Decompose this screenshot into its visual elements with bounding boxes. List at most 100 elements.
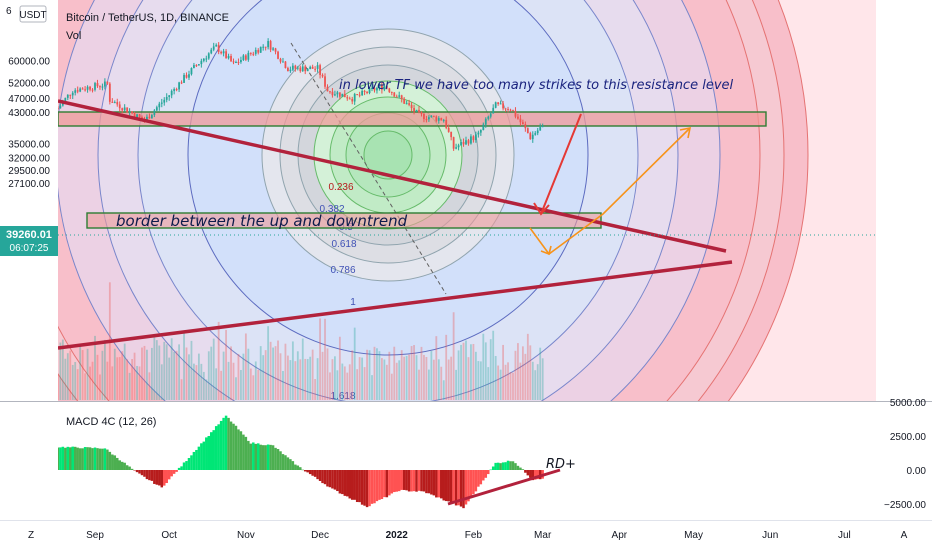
candle-body[interactable] (415, 109, 418, 112)
candle-body[interactable] (425, 119, 428, 121)
macd-bar[interactable] (467, 470, 470, 502)
candle-body[interactable] (282, 61, 284, 63)
candle-body[interactable] (324, 76, 326, 87)
macd-bar[interactable] (383, 470, 386, 498)
macd-bar[interactable] (247, 440, 250, 470)
candle-body[interactable] (274, 48, 277, 52)
candle-body[interactable] (319, 65, 321, 75)
candle-body[interactable] (235, 62, 237, 64)
macd-bar[interactable] (190, 455, 193, 470)
macd-bar[interactable] (254, 443, 258, 470)
candle-body[interactable] (413, 108, 415, 112)
candle-body[interactable] (361, 90, 364, 96)
candle-body[interactable] (366, 91, 368, 93)
macd-bar[interactable] (306, 470, 309, 473)
macd-bar[interactable] (360, 470, 364, 505)
macd-bar[interactable] (61, 446, 65, 470)
macd-bar[interactable] (172, 470, 176, 474)
macd-bar[interactable] (336, 470, 339, 492)
macd-bar[interactable] (165, 470, 168, 484)
candle-body[interactable] (126, 107, 129, 113)
macd-bar[interactable] (472, 470, 475, 495)
candle-body[interactable] (244, 55, 247, 60)
projection-path[interactable] (529, 127, 691, 256)
macd-bar[interactable] (331, 470, 334, 489)
candle-body[interactable] (398, 95, 401, 97)
candle-body[interactable] (195, 65, 198, 67)
macd-bar[interactable] (130, 468, 134, 470)
macd-bar[interactable] (442, 470, 445, 501)
candle-body[interactable] (89, 86, 91, 90)
macd-bar[interactable] (101, 448, 104, 470)
candle-body[interactable] (517, 116, 519, 119)
macd-bar[interactable] (501, 462, 505, 470)
macd-bar[interactable] (237, 429, 240, 470)
macd-bar[interactable] (78, 448, 82, 470)
candle-body[interactable] (512, 110, 514, 112)
candle-body[interactable] (259, 46, 262, 53)
candle-body[interactable] (447, 127, 450, 132)
macd-bar[interactable] (138, 470, 141, 474)
candle-body[interactable] (262, 46, 265, 48)
macd-bar[interactable] (96, 448, 99, 470)
candle-body[interactable] (521, 122, 524, 125)
candle-body[interactable] (363, 90, 366, 92)
macd-bar[interactable] (259, 444, 262, 470)
candle-body[interactable] (455, 147, 458, 149)
macd-bar[interactable] (123, 462, 126, 470)
macd-bar[interactable] (378, 470, 381, 500)
macd-bar[interactable] (205, 437, 208, 470)
macd-bar[interactable] (118, 460, 121, 470)
candle-body[interactable] (185, 74, 188, 78)
macd-bar[interactable] (266, 444, 270, 470)
macd-bar[interactable] (202, 441, 206, 470)
candle-body[interactable] (465, 140, 467, 145)
candle-body[interactable] (479, 130, 482, 133)
candle-body[interactable] (230, 56, 232, 62)
candle-body[interactable] (183, 74, 185, 83)
candle-body[interactable] (507, 108, 509, 110)
candle-body[interactable] (197, 64, 200, 66)
candle-body[interactable] (539, 127, 542, 131)
candle-body[interactable] (136, 114, 138, 118)
macd-bar[interactable] (437, 470, 441, 498)
candle-body[interactable] (173, 89, 176, 91)
macd-bar[interactable] (444, 470, 448, 502)
candle-body[interactable] (69, 94, 72, 96)
candle-body[interactable] (489, 113, 492, 117)
candle-body[interactable] (284, 61, 287, 68)
resistance-zone[interactable] (58, 111, 767, 127)
candle-body[interactable] (353, 94, 356, 102)
candle-body[interactable] (190, 68, 193, 75)
macd-bar[interactable] (449, 470, 453, 504)
macd-bar[interactable] (182, 462, 186, 470)
candle-body[interactable] (207, 53, 210, 59)
candle-body[interactable] (131, 111, 133, 114)
macd-bar[interactable] (185, 461, 188, 470)
candle-body[interactable] (338, 92, 341, 97)
macd-bar[interactable] (192, 451, 196, 470)
macd-bar[interactable] (140, 470, 144, 476)
macd-bar[interactable] (86, 447, 89, 470)
macd-bar[interactable] (264, 445, 267, 470)
candle-body[interactable] (534, 133, 537, 135)
candle-body[interactable] (427, 117, 430, 120)
candle-body[interactable] (279, 58, 282, 62)
macd-bar[interactable] (64, 447, 67, 470)
candle-body[interactable] (264, 46, 267, 48)
candle-body[interactable] (99, 86, 101, 88)
macd-bar[interactable] (430, 470, 433, 495)
macd-bar[interactable] (286, 457, 290, 470)
candle-body[interactable] (474, 134, 477, 141)
macd-bar[interactable] (491, 466, 495, 470)
candle-body[interactable] (212, 46, 215, 50)
currency-badge[interactable] (19, 5, 47, 23)
macd-bar[interactable] (308, 470, 312, 475)
macd-bar[interactable] (180, 466, 183, 470)
candle-body[interactable] (314, 68, 317, 70)
macd-bar[interactable] (153, 470, 156, 484)
candle-body[interactable] (440, 118, 443, 121)
candle-body[interactable] (526, 128, 529, 134)
macd-bar[interactable] (397, 470, 401, 492)
candle-body[interactable] (499, 103, 502, 105)
